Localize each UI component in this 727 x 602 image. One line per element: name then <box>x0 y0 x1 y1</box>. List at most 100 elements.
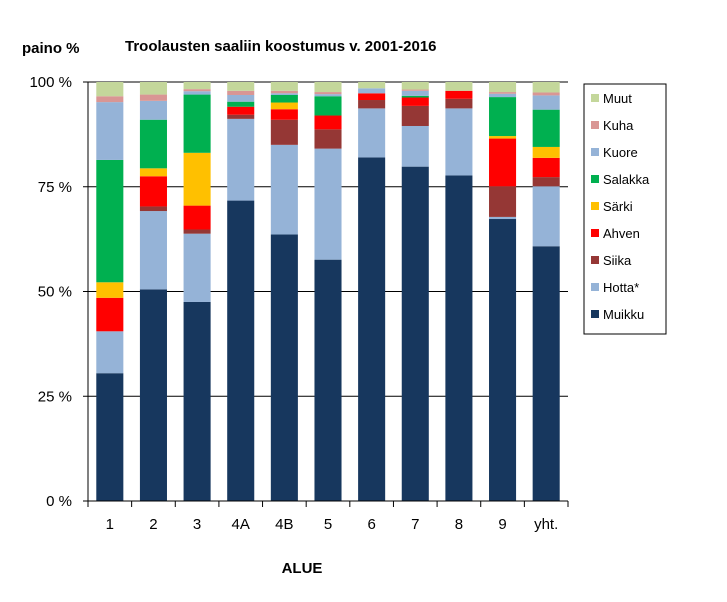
legend-swatch-s-rki <box>591 202 599 210</box>
bar-1-salakka <box>96 159 124 283</box>
bar-yht-muikku <box>532 246 560 501</box>
bar-2-salakka <box>139 119 167 169</box>
bar-2-muut <box>139 82 167 95</box>
legend-label-salakka: Salakka <box>603 172 650 187</box>
bar-5-hotta <box>314 148 342 260</box>
bar-9-s-rki <box>489 136 517 139</box>
bar-8-muut <box>445 82 473 91</box>
bar-4a-salakka <box>227 101 255 107</box>
x-tick-label: 2 <box>149 516 157 533</box>
bar-7-kuore <box>401 90 429 96</box>
chart-title: Troolausten saaliin koostumus v. 2001-20… <box>125 38 437 55</box>
bar-9-kuha <box>489 92 517 94</box>
bar-8-muikku <box>445 175 473 501</box>
bar-yht-s-rki <box>532 146 560 158</box>
bar-1-muut <box>96 82 124 97</box>
bar-1-s-rki <box>96 282 124 298</box>
bar-yht-salakka <box>532 109 560 147</box>
bar-4b-muikku <box>270 234 298 502</box>
bars <box>96 82 560 502</box>
bar-3-kuore <box>183 91 211 95</box>
bar-4a-kuore <box>227 94 255 102</box>
bar-9-salakka <box>489 97 517 137</box>
bar-4b-salakka <box>270 94 298 103</box>
x-tick-label: 6 <box>367 516 375 533</box>
bar-4b-muut <box>270 82 298 91</box>
bar-3-kuha <box>183 89 211 92</box>
legend-label-s-rki: Särki <box>603 199 633 214</box>
bar-3-muikku <box>183 301 211 501</box>
bar-8-ahven <box>445 90 473 99</box>
bar-2-kuha <box>139 94 167 101</box>
bar-7-siika <box>401 105 429 126</box>
bar-9-muikku <box>489 219 517 501</box>
bar-yht-siika <box>532 177 560 187</box>
bar-4b-ahven <box>270 109 298 120</box>
bar-5-siika <box>314 129 342 149</box>
bar-1-kuha <box>96 96 124 103</box>
x-tick-label: 7 <box>411 516 419 533</box>
y-axis-title: paino % <box>22 40 80 57</box>
bar-9-kuore <box>489 93 517 98</box>
bar-3-salakka <box>183 94 211 153</box>
bar-5-muut <box>314 82 342 93</box>
x-tick-label: yht. <box>534 516 558 533</box>
bar-7-salakka <box>401 95 429 98</box>
bar-8-hotta <box>445 108 473 176</box>
bar-1-kuore <box>96 102 124 160</box>
legend-swatch-ahven <box>591 229 599 237</box>
bar-4b-s-rki <box>270 102 298 110</box>
bar-7-muut <box>401 82 429 90</box>
bar-6-kuore <box>358 88 386 94</box>
bar-3-ahven <box>183 205 211 230</box>
legend-label-siika: Siika <box>603 253 632 268</box>
bar-2-muikku <box>139 289 167 501</box>
bar-6-ahven <box>358 93 386 101</box>
bar-4b-kuore <box>270 93 298 95</box>
bar-7-kuha <box>401 89 429 91</box>
bar-4a-siika <box>227 114 255 119</box>
y-tick-labels: 0 % 25 % 50 % 75 % 100 % <box>29 74 88 510</box>
bar-yht-kuore <box>532 95 560 110</box>
x-tick-label: 9 <box>498 516 506 533</box>
bar-7-muikku <box>401 166 429 501</box>
bar-4b-hotta <box>270 144 298 235</box>
bar-4a-muut <box>227 82 255 91</box>
legend-label-muikku: Muikku <box>603 307 644 322</box>
x-tick-label: 1 <box>106 516 114 533</box>
bar-2-kuore <box>139 100 167 120</box>
bar-2-s-rki <box>139 168 167 177</box>
bar-3-siika <box>183 229 211 234</box>
bar-yht-muut <box>532 82 560 93</box>
bar-2-siika <box>139 206 167 212</box>
bar-3-s-rki <box>183 152 211 206</box>
bar-9-hotta <box>489 216 517 220</box>
y-tick-label: 75 % <box>38 179 72 196</box>
x-tick-label: 8 <box>455 516 463 533</box>
bar-6-muut <box>358 82 386 89</box>
bar-4a-kuha <box>227 90 255 95</box>
bar-8-siika <box>445 98 473 109</box>
bar-4b-kuha <box>270 90 298 94</box>
bar-5-muikku <box>314 259 342 501</box>
bar-6-hotta <box>358 108 386 158</box>
legend-label-kuha: Kuha <box>603 118 634 133</box>
x-tick-labels: 1 2 3 4A 4B 5 6 7 8 9 yht. <box>87 501 569 533</box>
y-tick-label: 25 % <box>38 388 72 405</box>
bar-3-muut <box>183 82 211 90</box>
bar-9-ahven <box>489 138 517 187</box>
legend-swatch-kuha <box>591 121 599 129</box>
bar-6-muikku <box>358 157 386 502</box>
legend-label-ahven: Ahven <box>603 226 640 241</box>
bar-7-ahven <box>401 97 429 106</box>
legend: Muut Kuha Kuore Salakka Särki Ahven Siika Hotta… <box>583 83 667 335</box>
bar-1-hotta <box>96 331 124 374</box>
bar-yht-ahven <box>532 157 560 178</box>
x-tick-label: 3 <box>193 516 201 533</box>
legend-swatch-muut <box>591 94 599 102</box>
bar-4a-hotta <box>227 118 255 201</box>
legend-label-muut: Muut <box>603 91 632 106</box>
bar-1-ahven <box>96 297 124 332</box>
bar-6-siika <box>358 100 386 109</box>
